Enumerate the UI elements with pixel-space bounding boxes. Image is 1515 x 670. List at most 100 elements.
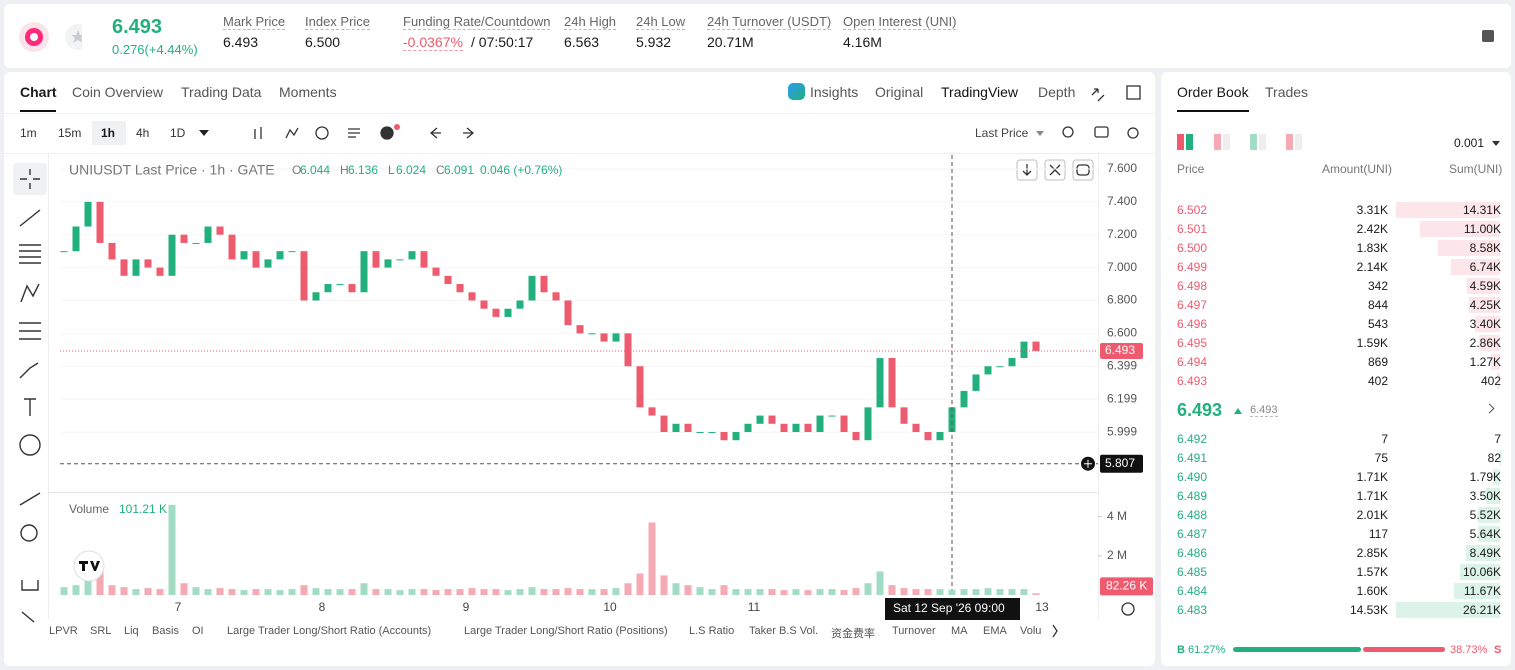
volume-bar [780,590,788,595]
indicator[interactable]: Large Trader Long/Short Ratio (Accounts) [227,625,432,637]
menu-icon[interactable] [1480,28,1496,44]
ob-price[interactable]: 6.494 [1177,355,1208,369]
indicator[interactable]: 资金费率 [831,628,875,640]
ob-price[interactable]: 6.490 [1177,470,1208,484]
indicator[interactable]: Liq [124,625,139,637]
ob-price[interactable]: 6.485 [1177,565,1208,579]
tab[interactable]: Chart [20,84,57,100]
candle [1020,341,1028,359]
ob-price[interactable]: 6.495 [1177,336,1208,350]
volume-bar [636,573,644,595]
price-type[interactable]: Last Price [975,126,1029,140]
view-tab[interactable]: Original [875,84,924,100]
volume-bar [876,571,884,595]
view-tab[interactable]: Depth [1038,84,1076,100]
candle [1008,358,1016,367]
ob-price[interactable]: 6.502 [1177,203,1208,217]
indicator[interactable]: Large Trader Long/Short Ratio (Positions… [464,625,668,637]
candle [696,431,704,433]
interval[interactable]: 1D [170,126,186,140]
candle [876,358,884,408]
indicator[interactable]: Taker B.S Vol. [749,625,819,637]
depth-bar [1396,602,1500,618]
indicator[interactable]: Volu [1020,625,1042,637]
ob-price[interactable]: 6.489 [1177,489,1208,503]
indicator[interactable]: Basis [152,625,179,637]
candle [720,431,728,441]
tab-underline [20,110,56,112]
candle [912,423,920,432]
volume-bar [960,589,968,595]
ob-price[interactable]: 6.501 [1177,222,1208,236]
tab[interactable]: Coin Overview [72,84,164,100]
candle [756,415,764,424]
ob-price[interactable]: 6.487 [1177,527,1208,541]
ob-price[interactable]: 6.496 [1177,317,1208,331]
indicator[interactable]: MA [951,625,968,637]
candle [180,234,188,243]
volume-bar [144,588,152,595]
volume-last-label: 82.26 K [1106,579,1147,593]
interval[interactable]: 1m [20,126,37,140]
candle [840,415,848,432]
volume-bar [588,589,596,595]
indicator[interactable]: LPVR [49,625,78,637]
candle [780,423,788,432]
crosshair-tag [1100,454,1143,473]
precision[interactable]: 0.001 [1454,136,1485,150]
view-tab[interactable]: Insights [810,84,859,100]
ob-price[interactable]: 6.491 [1177,451,1208,465]
ob-price[interactable]: 6.484 [1177,584,1208,598]
ob-price[interactable]: 6.483 [1177,603,1208,617]
interval[interactable]: 1h [101,126,116,140]
volume-bar [264,589,272,595]
indicator[interactable]: L.S Ratio [689,625,735,637]
ob-price[interactable]: 6.500 [1177,241,1208,255]
candle [660,415,668,432]
token-icons [19,22,82,52]
candle [612,333,620,342]
view-tab[interactable]: TradingView [941,84,1019,100]
ob-amount: 14.53K [1349,603,1388,617]
ob-sum: 82 [1487,451,1501,465]
volume-bar [564,588,572,595]
volume-bar [432,590,440,595]
candle [948,407,956,432]
ob-price[interactable]: 6.497 [1177,298,1208,312]
candle [228,234,236,260]
ob-price[interactable]: 6.492 [1177,432,1208,446]
volume-bar [948,590,956,595]
ob-amount: 2.42K [1356,222,1388,236]
tab[interactable]: Moments [279,84,337,100]
indicator[interactable]: OI [192,625,204,637]
ob-price[interactable]: 6.499 [1177,260,1208,274]
tab[interactable]: Trading Data [181,84,262,100]
last-price-label: 6.493 [1105,343,1135,357]
indicator[interactable]: SRL [90,625,112,637]
interval[interactable]: 4h [136,126,150,140]
volume-bar [888,585,896,595]
ai-icon [788,83,805,100]
tv-badge [73,550,105,582]
ob-sum: 6.74K [1469,260,1501,274]
volume-bar [288,589,296,595]
ob-price[interactable]: 6.498 [1177,279,1208,293]
ob-price[interactable]: 6.486 [1177,546,1208,560]
indicator[interactable]: EMA [983,625,1007,637]
ob-tab[interactable]: Trades [1265,84,1309,100]
ob-price[interactable]: 6.488 [1177,508,1208,522]
ob-price[interactable]: 6.493 [1177,374,1208,388]
depth-bar [1469,297,1500,313]
depth-bar [1479,335,1500,351]
ob-tab[interactable]: Order Book [1177,84,1249,100]
interval[interactable]: 15m [58,126,82,140]
ob-sum: 3.40K [1469,317,1501,331]
y-tick-label: 6.800 [1107,293,1137,307]
candle [216,226,224,235]
volume-bar [936,589,944,595]
depth-mode [1186,134,1193,150]
ob-sum: 8.49K [1469,546,1501,560]
candle [432,267,440,276]
volume-bar [612,588,620,595]
indicator[interactable]: Turnover [892,625,936,637]
